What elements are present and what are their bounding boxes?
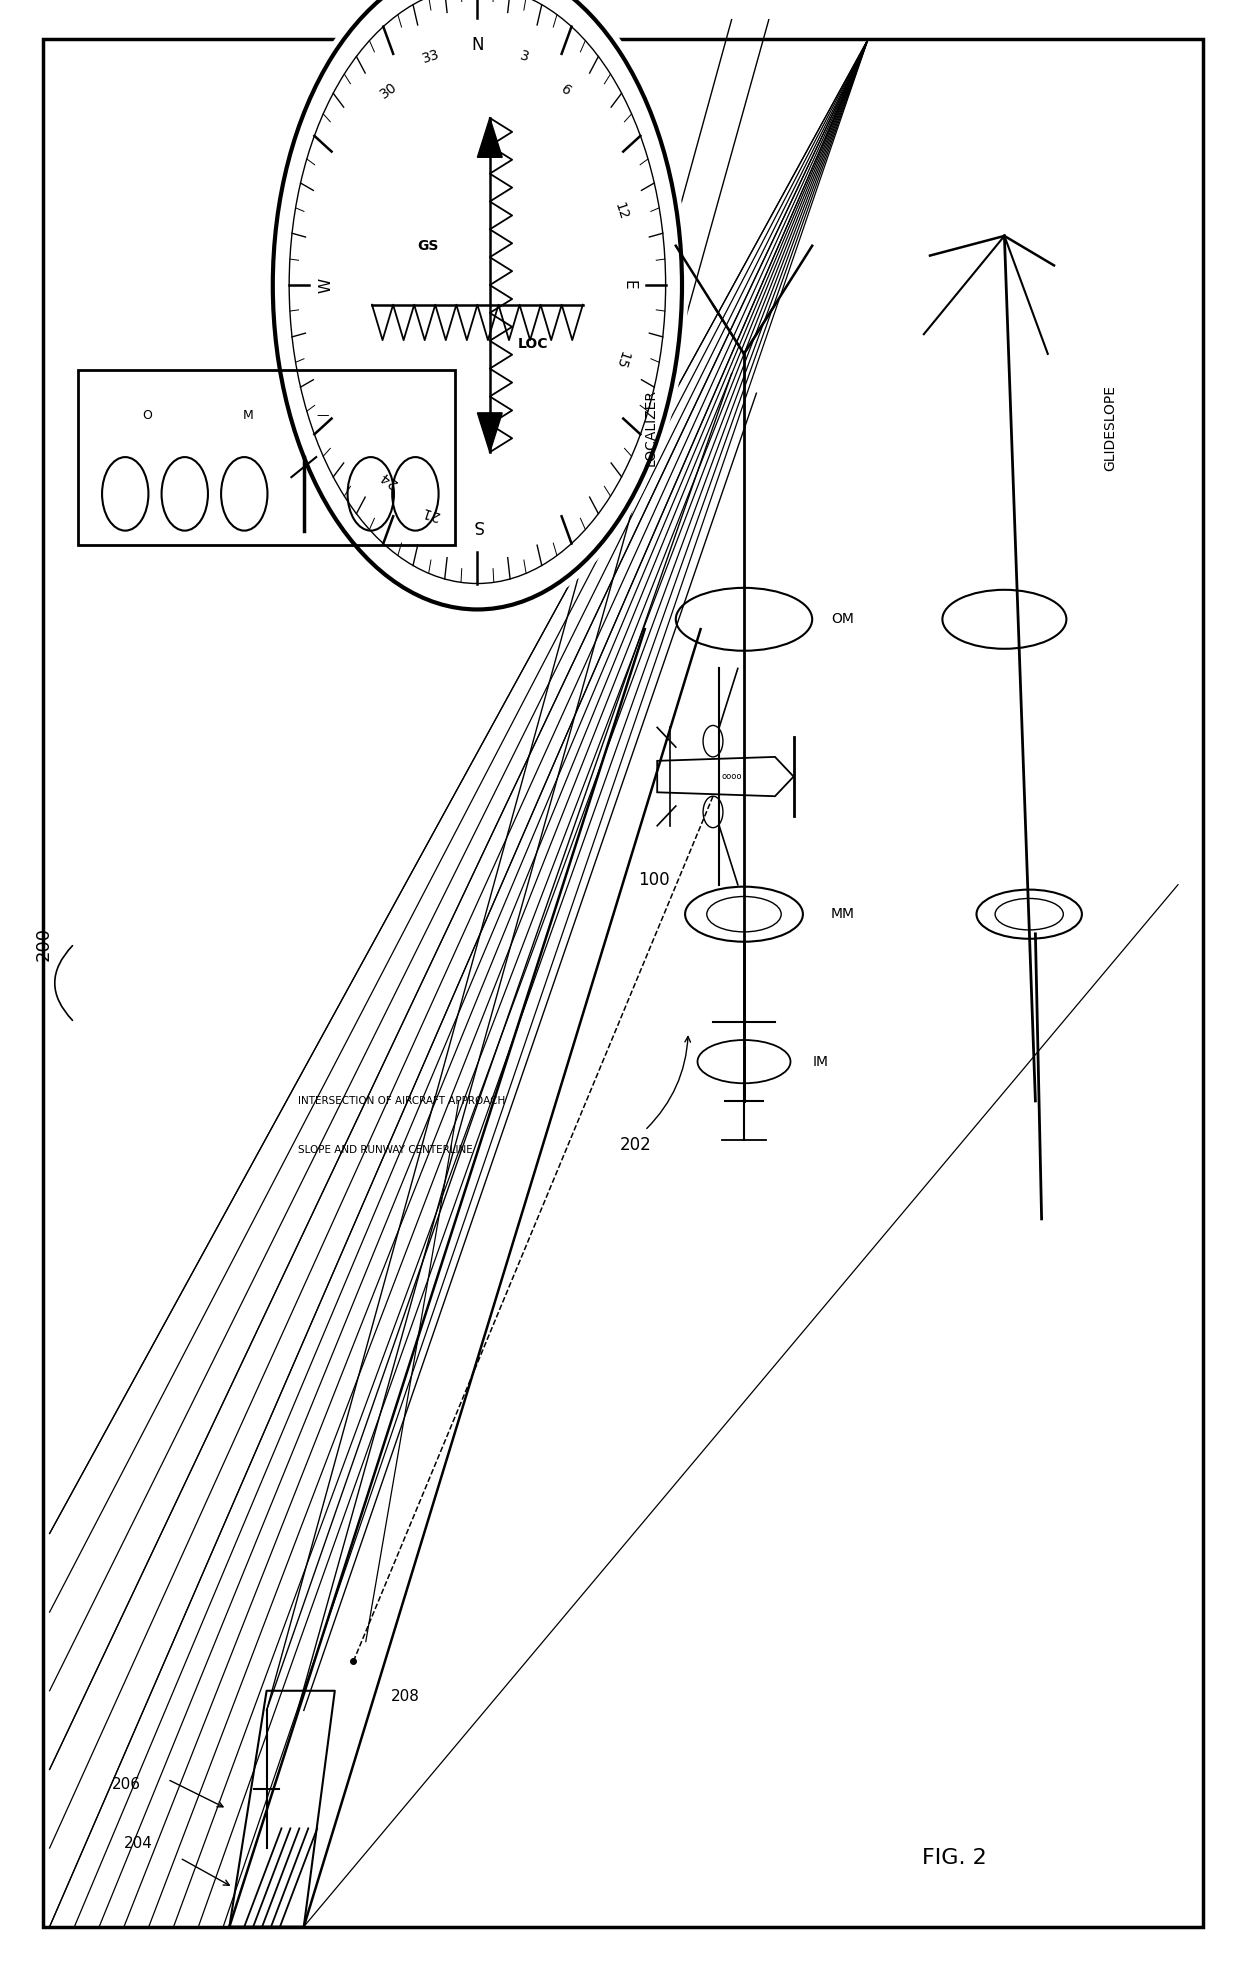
Polygon shape bbox=[477, 118, 502, 157]
Text: 24: 24 bbox=[377, 468, 399, 490]
Text: O: O bbox=[143, 409, 153, 423]
Text: W: W bbox=[319, 277, 334, 293]
Text: GS: GS bbox=[417, 238, 439, 254]
Text: GLIDESLOPE: GLIDESLOPE bbox=[1102, 385, 1117, 470]
Text: MM: MM bbox=[831, 906, 854, 922]
FancyBboxPatch shape bbox=[78, 370, 455, 545]
Text: 206: 206 bbox=[112, 1777, 140, 1793]
Text: SLOPE AND RUNWAY CENTERLINE: SLOPE AND RUNWAY CENTERLINE bbox=[298, 1144, 472, 1156]
Text: LOC: LOC bbox=[518, 336, 548, 352]
Polygon shape bbox=[477, 413, 502, 452]
Text: 208: 208 bbox=[391, 1689, 419, 1705]
Text: M: M bbox=[243, 409, 253, 423]
Text: oooo: oooo bbox=[722, 773, 742, 781]
Text: 21: 21 bbox=[420, 503, 441, 523]
Text: 100: 100 bbox=[639, 871, 671, 889]
Text: —: — bbox=[316, 409, 329, 423]
Text: 204: 204 bbox=[124, 1836, 153, 1852]
Text: 12: 12 bbox=[613, 201, 631, 222]
Circle shape bbox=[267, 0, 688, 619]
Text: 30: 30 bbox=[377, 81, 399, 102]
Text: 202: 202 bbox=[620, 1136, 652, 1154]
Text: INTERSECTION OF AIRCRAFT APPROACH: INTERSECTION OF AIRCRAFT APPROACH bbox=[298, 1095, 505, 1107]
Text: LOCALIZER: LOCALIZER bbox=[644, 389, 658, 466]
Text: OM: OM bbox=[831, 611, 853, 627]
Text: 6: 6 bbox=[559, 83, 574, 98]
Text: 3: 3 bbox=[518, 49, 531, 65]
Text: 15: 15 bbox=[613, 348, 631, 370]
FancyBboxPatch shape bbox=[43, 39, 1203, 1927]
Text: E: E bbox=[621, 281, 636, 289]
Text: 200: 200 bbox=[35, 926, 52, 961]
Text: N: N bbox=[471, 35, 484, 53]
Text: S: S bbox=[472, 517, 482, 535]
Text: IM: IM bbox=[812, 1054, 828, 1070]
Text: FIG. 2: FIG. 2 bbox=[923, 1848, 987, 1868]
Text: 33: 33 bbox=[420, 47, 441, 67]
